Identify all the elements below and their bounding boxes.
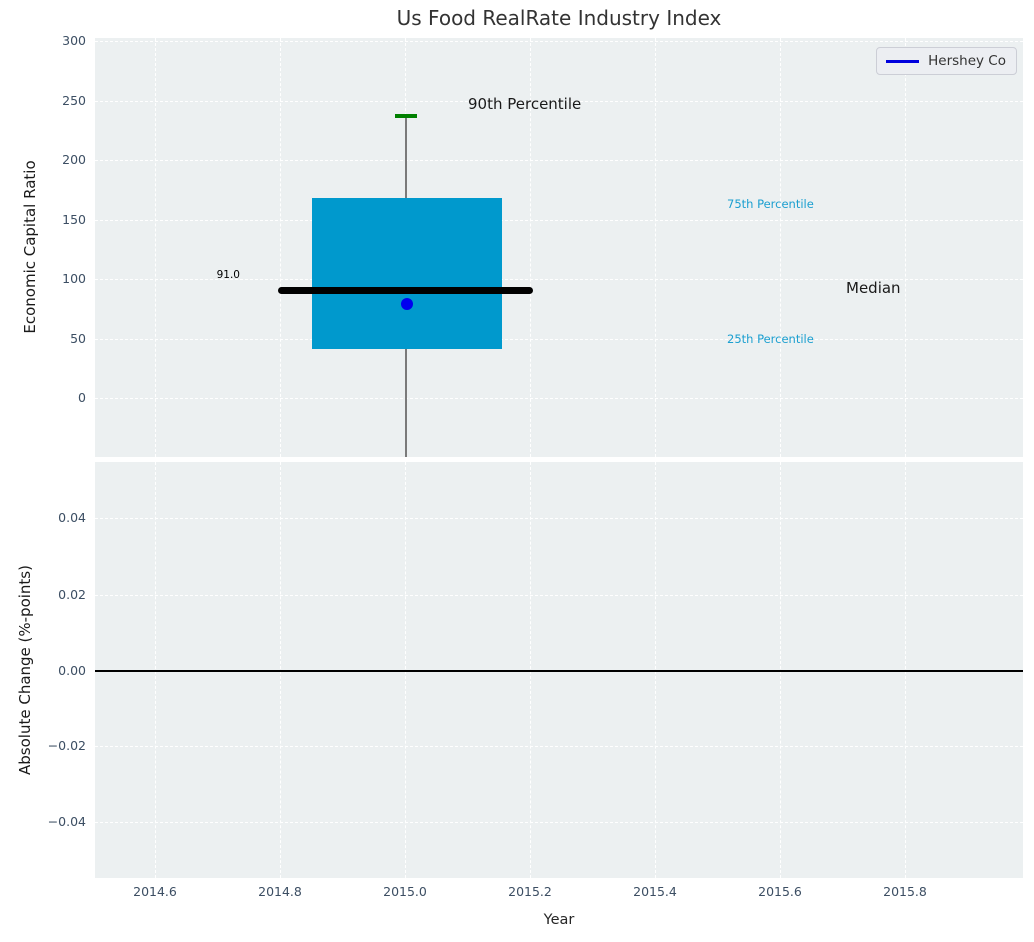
annotation-median: Median xyxy=(846,279,901,297)
ytick-label: 100 xyxy=(62,271,86,286)
gridline xyxy=(95,219,1023,221)
gridline xyxy=(530,38,531,457)
x-axis-label: Year xyxy=(543,912,575,928)
top-axes: 90th Percentile 75th Percentile Median 2… xyxy=(95,38,1023,457)
legend: Hershey Co xyxy=(876,47,1017,75)
annotation-25th-percentile: 25th Percentile xyxy=(727,332,814,346)
hershey-data-point xyxy=(401,298,413,310)
xtick-label: 2015.6 xyxy=(758,884,802,899)
legend-line-icon xyxy=(886,59,920,63)
ytick-label: 200 xyxy=(62,152,86,167)
xtick-label: 2015.8 xyxy=(883,884,927,899)
gridline xyxy=(95,594,1023,596)
xtick-label: 2015.4 xyxy=(633,884,677,899)
gridline xyxy=(95,338,1023,340)
gridline xyxy=(95,41,1023,42)
iqr-box xyxy=(312,198,502,349)
ytick-label: 0.00 xyxy=(58,662,86,678)
bottom-y-axis-label: Absolute Change (%-points) xyxy=(16,565,34,775)
gridline xyxy=(95,100,1023,102)
gridline xyxy=(905,38,906,457)
legend-label: Hershey Co xyxy=(928,53,1006,69)
gridline xyxy=(280,38,281,457)
ytick-label: −0.04 xyxy=(47,814,86,829)
ytick-label: 0 xyxy=(78,390,86,405)
p90-cap xyxy=(395,114,417,118)
top-y-axis-label: Economic Capital Ratio xyxy=(21,160,39,334)
gridline xyxy=(95,279,1023,280)
gridline xyxy=(95,746,1023,747)
gridline xyxy=(95,160,1023,161)
annotation-median-value: 91.0 xyxy=(216,269,240,281)
ytick-label: 150 xyxy=(62,211,86,227)
zero-reference-line xyxy=(95,670,1023,672)
gridline xyxy=(155,38,156,457)
ytick-label: 300 xyxy=(62,33,86,48)
xtick-label: 2015.2 xyxy=(508,884,552,899)
median-line xyxy=(278,287,533,294)
ytick-label: 0.02 xyxy=(58,586,86,602)
ytick-label: 250 xyxy=(62,92,86,108)
xtick-label: 2014.6 xyxy=(133,884,177,899)
annotation-75th-percentile: 75th Percentile xyxy=(727,197,814,211)
ytick-label: −0.02 xyxy=(47,738,86,753)
bottom-axes xyxy=(95,462,1023,878)
xtick-label: 2015.0 xyxy=(383,884,427,899)
gridline xyxy=(95,518,1023,519)
gridline xyxy=(95,822,1023,823)
chart-title: Us Food RealRate Industry Index xyxy=(396,6,722,30)
ytick-label: 0.04 xyxy=(58,510,86,525)
gridline xyxy=(95,398,1023,399)
xtick-label: 2014.8 xyxy=(258,884,302,899)
annotation-90th-percentile: 90th Percentile xyxy=(468,95,582,113)
ytick-label: 50 xyxy=(70,330,86,346)
gridline xyxy=(780,38,781,457)
gridline xyxy=(655,38,656,457)
